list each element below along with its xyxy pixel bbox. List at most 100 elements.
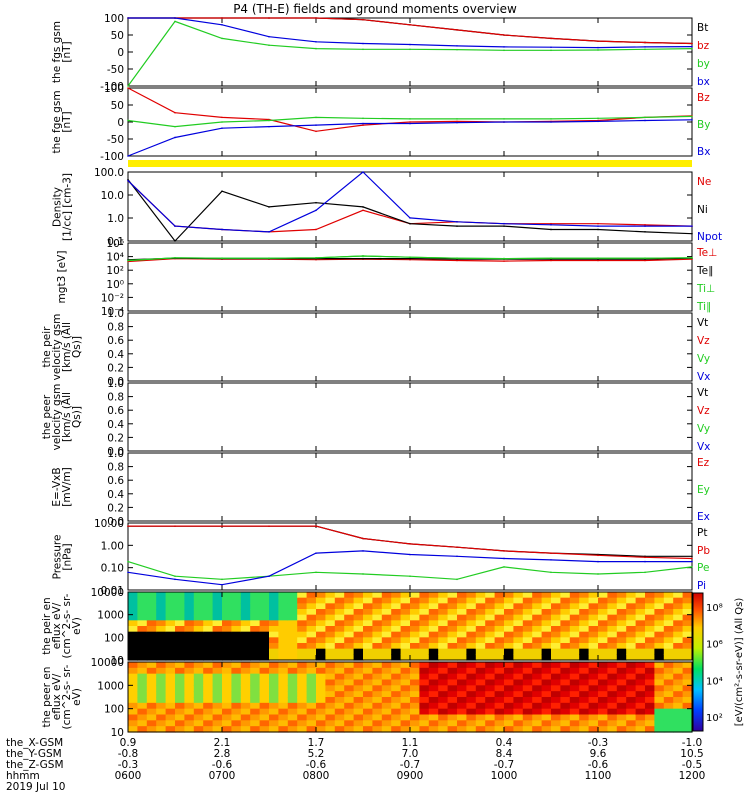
fge-point	[550, 121, 552, 123]
colorbar-tick-label: 10⁴	[706, 676, 723, 687]
temp-point	[503, 257, 505, 260]
fgs-point	[221, 24, 223, 26]
peir_en-ytick-label: 100	[104, 632, 124, 644]
fgs-ytick-label: -100	[100, 81, 124, 93]
xaxis-value-2-0: -0.3	[117, 759, 139, 771]
pressure-series-Pt	[128, 525, 692, 557]
peir_en-ytick-label: 10000	[91, 587, 124, 599]
density-ytick-label: 10.0	[101, 190, 124, 202]
temp-ylabel: mgt3 [eV]	[56, 250, 68, 304]
peer_vel-ytick-label: 0.0	[107, 446, 124, 458]
temp-point	[127, 259, 129, 262]
fge-point	[362, 117, 364, 120]
fgs-ytick-label: 50	[111, 30, 124, 42]
density-point	[315, 228, 317, 231]
density-ylabel: Density [1/cc] [cm-3]	[51, 172, 73, 241]
pressure-point	[409, 575, 411, 578]
fge-point	[174, 125, 176, 128]
temp-point	[644, 257, 646, 259]
density-point	[597, 222, 599, 225]
pressure-point	[550, 571, 552, 574]
peir_vel-panel-frame	[127, 312, 693, 382]
fgs-point	[644, 46, 646, 48]
fge-series-Bx	[127, 119, 693, 157]
fgs-point	[174, 17, 176, 19]
fge-point	[362, 122, 364, 125]
fgs-point	[597, 40, 599, 42]
temp-point	[691, 257, 693, 259]
pressure-point	[362, 550, 364, 552]
fge-point	[456, 121, 458, 124]
efield-legend-0: Ez	[697, 457, 710, 469]
colorbar-tick-label: 10⁶	[706, 640, 723, 651]
pressure-point	[456, 546, 458, 548]
peer_en-ytick-label: 10	[111, 727, 124, 739]
xaxis-value-0-0: 0.9	[119, 737, 137, 749]
density-legend-1: Ni	[697, 203, 708, 216]
pressure-point	[221, 578, 223, 581]
peir_en-ytick-label: 1000	[97, 610, 124, 622]
peer_vel-legend-2: Vy	[697, 423, 711, 435]
pressure-ytick-label: 0.01	[101, 585, 124, 597]
fgs-point	[597, 49, 599, 51]
pressure-point	[315, 552, 317, 554]
temp-ytick-label: 10⁻⁴	[101, 306, 124, 318]
peir_vel-ytick-label: 0.6	[107, 335, 124, 347]
fge-point	[456, 118, 458, 120]
fge-point	[550, 118, 552, 120]
temp-point	[268, 257, 270, 259]
peer_vel-ytick-label: 0.8	[107, 392, 124, 404]
efield-ytick-label: 0.8	[107, 462, 124, 474]
fgs-ylabel: the fgs gsm [nT]	[51, 20, 73, 84]
fgs-point	[644, 48, 646, 51]
xaxis-value-0-2: 1.7	[307, 737, 325, 749]
density-point	[409, 222, 411, 225]
xaxis-value-1-6: 10.5	[680, 748, 704, 760]
pressure-point	[644, 560, 646, 563]
density-point	[362, 171, 364, 173]
pressure-point	[268, 575, 270, 578]
fgs-series-by	[127, 20, 693, 87]
pressure-point	[691, 566, 693, 568]
peir_vel-legend-0: Vt	[697, 317, 709, 329]
density-point	[315, 209, 317, 212]
fgs-point	[691, 47, 693, 50]
xaxis-row-label-3: hhmm	[6, 770, 40, 782]
xaxis-value-1-5: 9.6	[589, 748, 607, 760]
pressure-point	[409, 553, 411, 556]
peer_vel-legend-0: Vt	[697, 387, 709, 399]
density-point	[174, 240, 176, 242]
fgs-point	[456, 45, 458, 47]
pressure-point	[174, 575, 176, 578]
fgs-ytick-label: -50	[107, 64, 124, 76]
fge-ytick-label: 100	[104, 83, 124, 95]
peir_vel-legend-1: Vz	[697, 335, 710, 347]
xaxis-value-2-3: -0.7	[399, 759, 421, 771]
fgs-legend-3: bx	[697, 76, 710, 88]
density-point	[315, 201, 317, 204]
peir_vel-ytick-label: 0.2	[107, 362, 124, 374]
xaxis-value-0-6: -1.0	[681, 737, 703, 749]
peir_en-ylabel: the peir en eflux eV/ (cm^2-s- sr-eV)	[41, 593, 83, 659]
peer_vel-ytick-label: 1.0	[107, 378, 124, 390]
xaxis-value-1-4: 8.4	[495, 748, 513, 760]
pressure-point	[315, 571, 317, 574]
fgs-point	[550, 49, 552, 52]
xaxis-row-label-2: the_Z-GSM	[6, 759, 64, 771]
fgs-point	[268, 17, 270, 19]
xaxis-value-3-2: 0800	[302, 770, 330, 782]
fge-ytick-label: -50	[107, 134, 124, 146]
colorbar-tick-label: 10²	[706, 713, 723, 724]
efield-ytick-label: 0.2	[107, 502, 124, 514]
xaxis-value-0-5: -0.3	[587, 737, 609, 749]
density-point	[503, 222, 505, 225]
fgs-point	[691, 45, 693, 48]
pressure-point	[691, 555, 693, 558]
xaxis-value-0-1: 2.1	[213, 737, 231, 749]
density-point	[362, 206, 364, 208]
temp-point	[503, 260, 505, 262]
pressure-point	[597, 560, 599, 563]
xaxis-value-3-4: 1000	[490, 770, 518, 782]
fgs-point	[597, 46, 599, 49]
fge-series-Bz	[127, 87, 693, 132]
